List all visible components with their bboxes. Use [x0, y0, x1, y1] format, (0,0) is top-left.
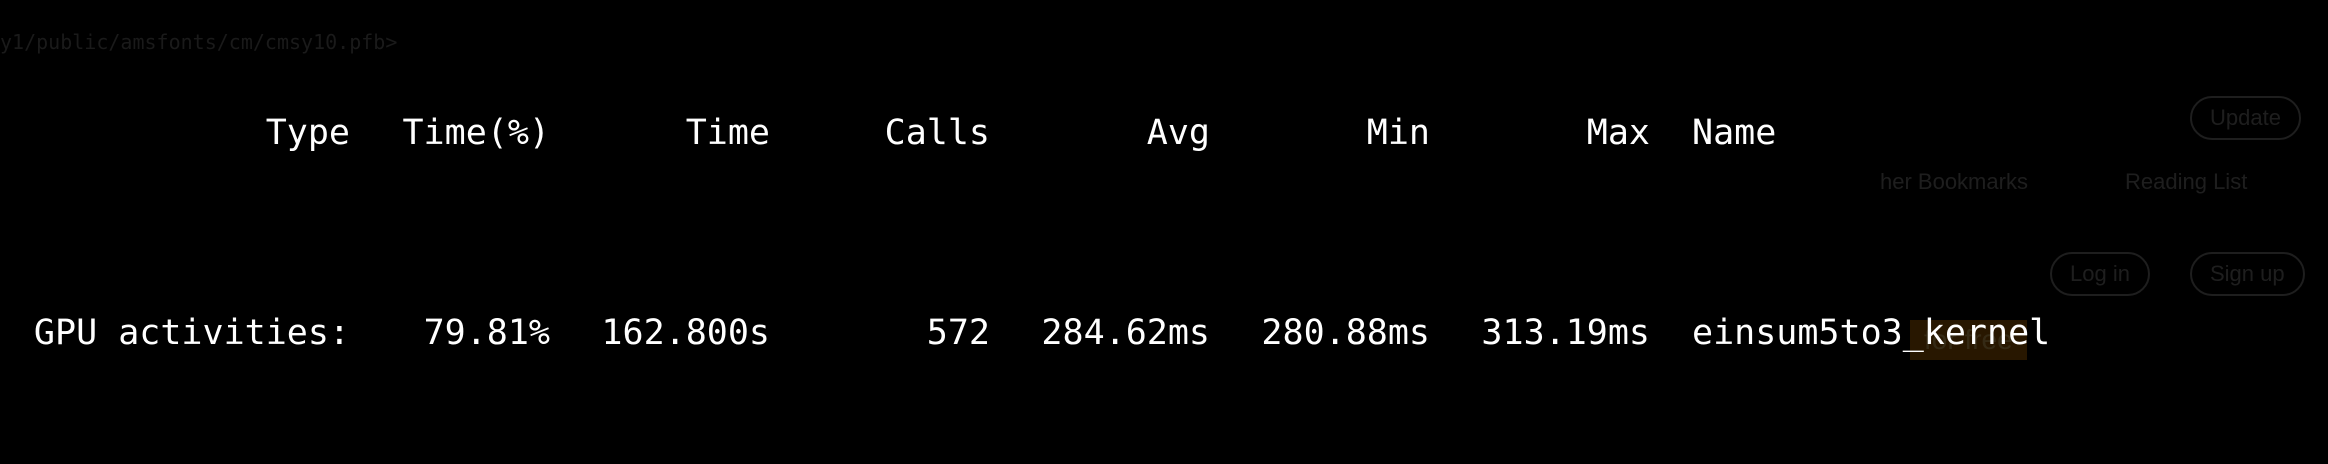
col-header-time-pct: Time(%) — [402, 113, 550, 153]
cell-max: 313.19ms — [1481, 313, 1650, 353]
col-header-min: Min — [1366, 113, 1430, 153]
col-header-avg: Avg — [1146, 113, 1210, 153]
bg-update-button: Update — [2190, 96, 2301, 140]
bg-signup-button: Sign up — [2190, 252, 2305, 296]
cell-name: einsum5to3_kernel — [1692, 313, 2051, 353]
bg-login-button: Log in — [2050, 252, 2150, 296]
cell-avg: 284.62ms — [1041, 313, 1210, 353]
bg-bookmarks: her Bookmarks — [1880, 169, 2028, 194]
cell-calls: 572 — [926, 313, 990, 353]
col-header-time: Time — [685, 113, 770, 153]
profiler-table: Type Time(%) Time Calls Avg Min Max Name… — [0, 8, 2050, 464]
cell-min: 280.88ms — [1261, 313, 1430, 353]
cell-type: GPU activities: — [33, 313, 350, 353]
bg-free-banner: for free — [1910, 320, 2027, 360]
cell-time-pct: 79.81% — [423, 313, 550, 353]
background-browser-residue: Update her Bookmarks Reading List Log in… — [1880, 0, 2328, 464]
table-row: GPU activities: 79.81% 162.800s 572 284.… — [0, 308, 2050, 358]
col-header-max: Max — [1586, 113, 1650, 153]
cell-time: 162.800s — [601, 313, 770, 353]
col-header-name: Name — [1692, 113, 1777, 153]
col-header-calls: Calls — [884, 113, 990, 153]
col-header-type: Type — [265, 113, 350, 153]
table-header: Type Time(%) Time Calls Avg Min Max Name — [0, 108, 1777, 158]
bg-reading-list: Reading List — [2125, 169, 2248, 194]
